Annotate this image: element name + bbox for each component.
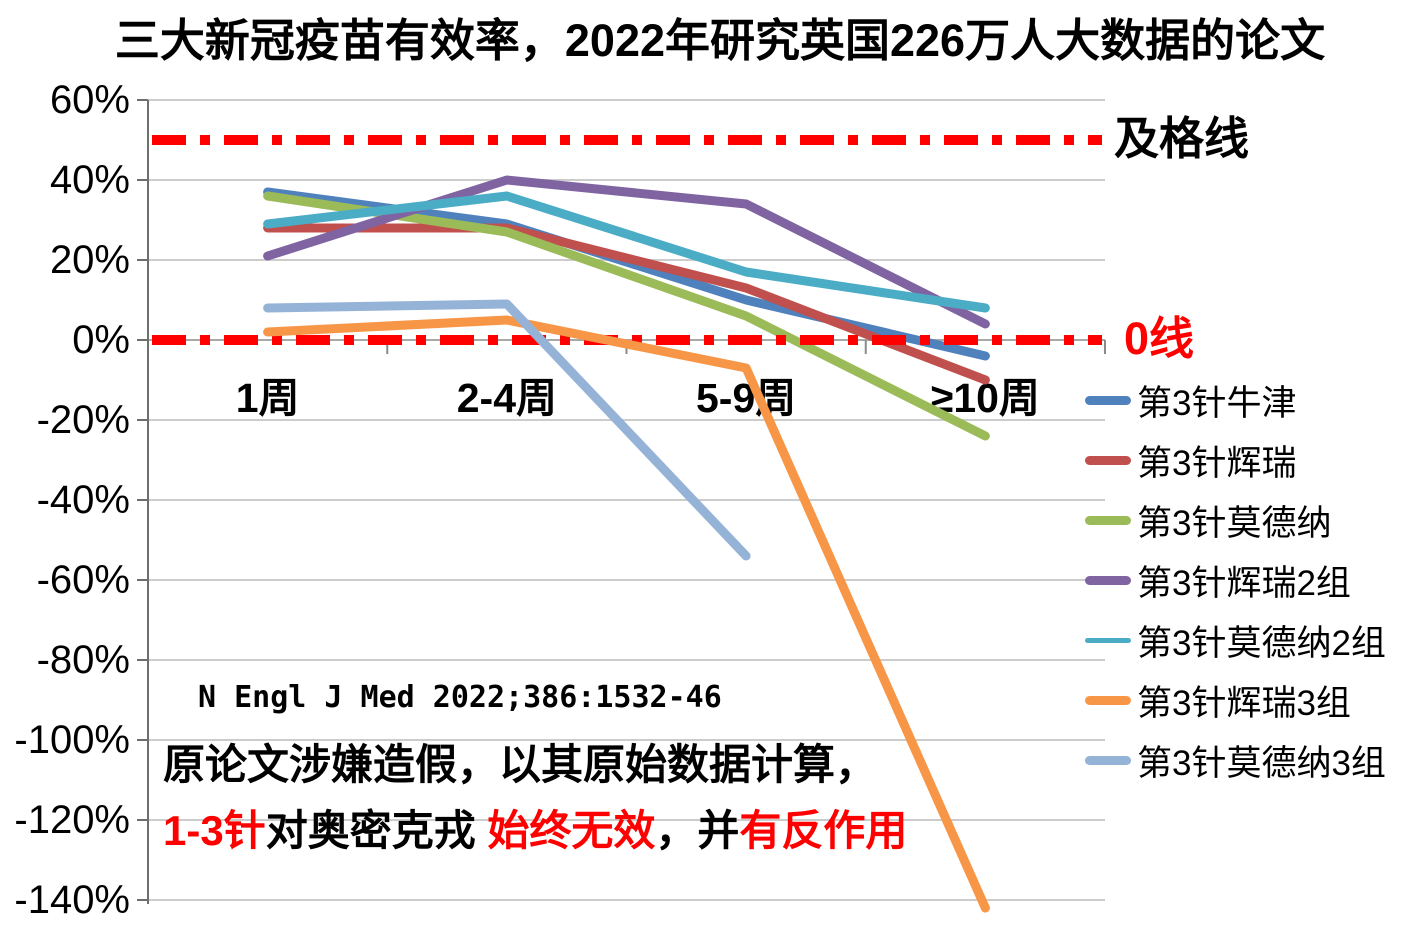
annotation-segment: 1-3针	[163, 807, 266, 854]
y-tick-label: -80%	[37, 638, 130, 682]
y-tick-label: -120%	[14, 798, 130, 842]
legend-label: 第3针辉瑞2组	[1137, 563, 1351, 603]
legend-swatch	[1085, 637, 1131, 643]
legend-label: 第3针莫德纳2组	[1137, 623, 1386, 663]
legend-label: 第3针辉瑞	[1137, 443, 1297, 483]
annotation-segment: ，并	[655, 807, 740, 854]
legend-item: 第3针莫德纳3组	[1085, 738, 1386, 783]
legend-swatch	[1085, 455, 1131, 465]
legend-swatch	[1085, 515, 1131, 525]
y-tick-label: 0%	[72, 318, 130, 362]
legend-item: 第3针牛津	[1085, 378, 1296, 423]
annotation-line-2: 1-3针对奥密克戎 始终无效，并有反作用	[163, 807, 908, 854]
legend-item: 第3针莫德纳	[1085, 498, 1331, 543]
series-line-1	[263, 223, 990, 385]
y-tick-label: -40%	[37, 478, 130, 522]
legend-item: 第3针辉瑞	[1085, 438, 1296, 483]
series-line-4	[263, 191, 990, 313]
passing-line-label: 及格线	[1114, 113, 1250, 164]
page-title: 三大新冠疫苗有效率，2022年研究英国226万人大数据的论文	[114, 15, 1326, 66]
y-tick-label: -100%	[14, 718, 130, 762]
y-tick-label: 20%	[50, 238, 130, 282]
legend-item: 第3针莫德纳2组	[1085, 618, 1386, 663]
legend-item: 第3针辉瑞3组	[1085, 678, 1351, 723]
legend-label: 第3针牛津	[1137, 383, 1297, 423]
x-category-label: 5-9周	[696, 375, 796, 421]
legend-swatch	[1085, 755, 1131, 765]
series-line-3	[263, 175, 990, 329]
y-tick-label: -140%	[14, 878, 130, 922]
annotation-segment: 有反作用	[739, 807, 908, 854]
citation-text: N Engl J Med 2022;386:1532-46	[198, 680, 722, 715]
legend-label: 第3针莫德纳	[1137, 503, 1332, 543]
annotation-segment: 对奥密克戎	[265, 807, 488, 854]
annotation-segment: 始终无效	[487, 807, 656, 854]
legend-item: 第3针辉瑞2组	[1085, 558, 1351, 603]
series-line-5	[263, 315, 990, 913]
y-tick-label: -20%	[37, 398, 130, 442]
x-category-label: 1周	[236, 375, 300, 421]
legend-swatch	[1085, 395, 1131, 405]
annotation-line-1: 原论文涉嫌造假，以其原始数据计算，	[163, 741, 878, 788]
legend-label: 第3针辉瑞3组	[1137, 683, 1351, 723]
legend-label: 第3针莫德纳3组	[1137, 743, 1386, 783]
legend-swatch	[1085, 575, 1131, 585]
y-tick-label: -60%	[37, 558, 130, 602]
y-tick-label: 60%	[50, 78, 130, 122]
legend-swatch	[1085, 695, 1131, 705]
zero-line-label: 0线	[1124, 313, 1195, 364]
x-category-label: 2-4周	[457, 375, 557, 421]
series-line-6	[263, 299, 751, 561]
y-tick-label: 40%	[50, 158, 130, 202]
